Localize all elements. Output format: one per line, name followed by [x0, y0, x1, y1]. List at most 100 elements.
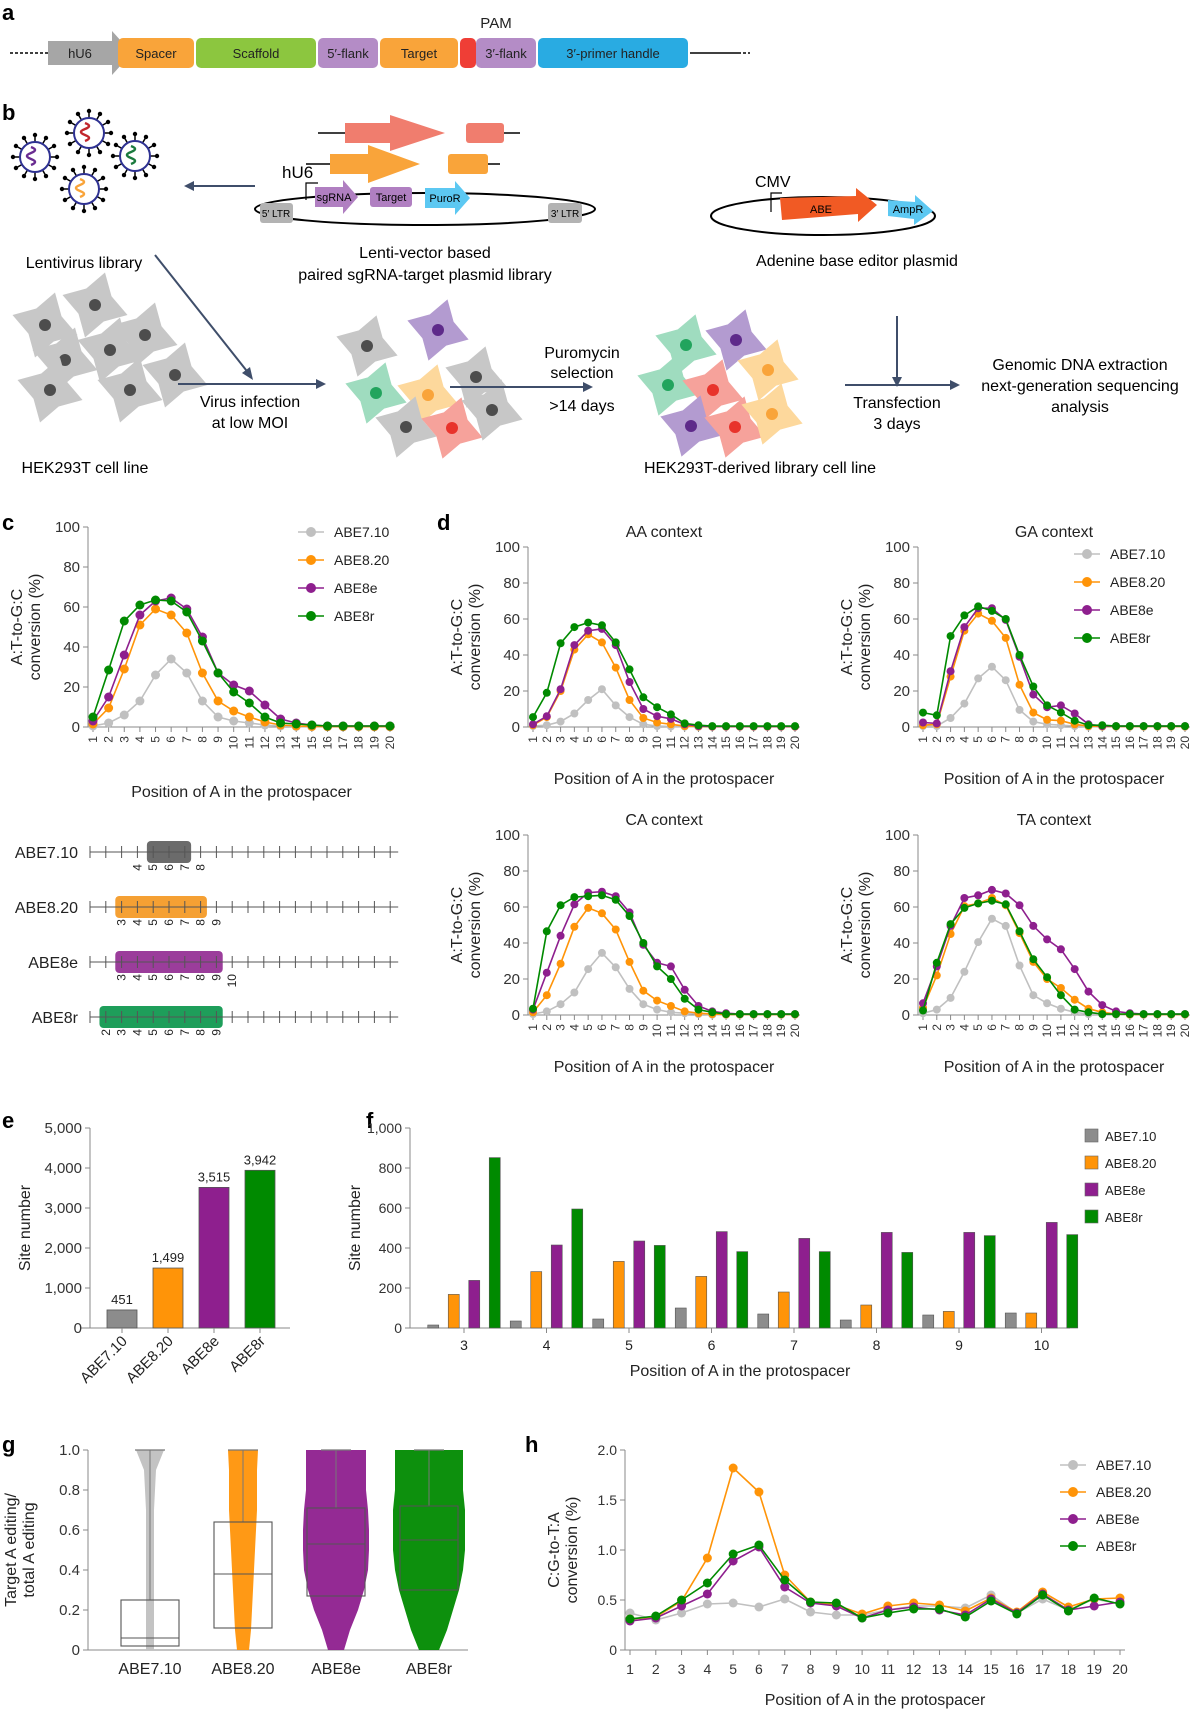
- virus-spike-tip: [43, 173, 49, 179]
- x-tick-label: 17: [336, 736, 350, 750]
- bar-abe820-pos10: [1025, 1312, 1038, 1329]
- x-tick-label: 1: [526, 1024, 540, 1031]
- bar-data-label: 451: [111, 1292, 133, 1307]
- virus-spike-tip: [92, 205, 98, 211]
- box-iqr: [120, 1599, 180, 1647]
- y-axis-label-line1: A:T-to-G:C: [449, 887, 466, 963]
- data-point-abe710: [584, 696, 593, 704]
- cell-nucleus: [370, 387, 382, 399]
- analysis-label-2: next-generation sequencing: [981, 378, 1178, 395]
- bar-abe8r-pos4: [571, 1208, 584, 1329]
- data-point-abe710: [166, 654, 176, 664]
- x-tick-label: 3: [460, 1337, 468, 1353]
- data-point-abe8r: [791, 722, 799, 731]
- virus-spike-tip: [92, 167, 98, 173]
- cell-nucleus: [139, 329, 151, 341]
- data-point-abe820: [570, 922, 579, 931]
- cell-nucleus: [422, 389, 434, 401]
- window-row-label: ABE8r: [32, 1010, 79, 1027]
- data-point-abe8r: [291, 719, 301, 729]
- data-point-abe8r: [1070, 716, 1079, 725]
- window-position-label: 9: [209, 1029, 223, 1036]
- data-point-abe8r: [1153, 1010, 1162, 1019]
- data-point-abe8r: [151, 595, 161, 605]
- data-point-abe820: [119, 664, 129, 674]
- x-tick-label: 4: [567, 736, 581, 743]
- window-position-label: 6: [162, 1029, 176, 1036]
- window-position-label: 7: [178, 1029, 192, 1036]
- cell-icon: [655, 314, 717, 376]
- data-point-abe820: [625, 696, 634, 704]
- x-tick-label: 10: [1040, 736, 1054, 750]
- data-point-abe710: [1001, 921, 1010, 930]
- virus-spike-tip: [121, 172, 127, 178]
- bar-abe8r-pos10: [1066, 1234, 1079, 1329]
- data-point-abe710: [960, 967, 969, 976]
- panel-a: a PAM hU6 Spacer Scaffold 5′-flank Target 3′…: [2, 0, 750, 75]
- y-tick-label: 600: [379, 1200, 403, 1216]
- data-point-abe8r: [354, 721, 364, 731]
- data-point-abe8e: [1089, 1601, 1099, 1611]
- data-point-abe8r: [611, 895, 620, 904]
- target-label: Target: [376, 192, 407, 204]
- segment-spacer: [118, 38, 194, 68]
- data-point-abe8e: [639, 705, 648, 713]
- lenti-vector-label-2: paired sgRNA-target plasmid library: [298, 267, 551, 284]
- data-point-abe8e: [104, 692, 114, 702]
- x-tick-label: 11: [1054, 736, 1068, 749]
- virus-spike-tip: [81, 164, 87, 170]
- data-point-abe8r: [919, 708, 927, 717]
- x-tick-label: 15: [983, 1661, 999, 1677]
- target-box-red: [466, 123, 504, 143]
- lentivirus-particles: [10, 108, 160, 214]
- window-position-label: 6: [162, 864, 176, 871]
- x-tick-label: 20: [788, 736, 802, 750]
- data-point-abe8r: [1001, 615, 1010, 623]
- legend-label: ABE8e: [1105, 1183, 1145, 1198]
- series-line-abe710: [922, 917, 1185, 1016]
- window-position-label: 4: [130, 919, 144, 926]
- x-tick-label: 5: [581, 1024, 595, 1031]
- target-box: [370, 187, 412, 207]
- cell-nucleus: [124, 384, 136, 396]
- segment-label: 3′-primer handle: [566, 46, 659, 61]
- data-point-abe8e: [625, 678, 634, 686]
- data-point-abe710: [1029, 717, 1038, 726]
- ltr5-label: 5′ LTR: [262, 209, 290, 220]
- bar-abe820-pos7: [777, 1291, 790, 1329]
- virus-spike-tip: [100, 197, 106, 203]
- bar-abe820-pos3: [447, 1294, 460, 1329]
- x-tick-label: 4: [543, 1337, 551, 1353]
- data-point-abe8e: [987, 885, 996, 894]
- bar-abe8e-pos6: [715, 1231, 728, 1329]
- y-tick-label: 100: [495, 827, 520, 844]
- x-tick-label: 10: [854, 1661, 870, 1677]
- virus-spike-tip: [81, 208, 87, 214]
- virus-spike-tip: [105, 141, 111, 147]
- sgrna-arrow-red: [345, 115, 445, 151]
- bar-abe8r-pos7: [818, 1251, 831, 1329]
- data-point-abe8r: [1012, 1609, 1022, 1619]
- data-point-abe8r: [625, 1614, 635, 1624]
- segment-5-flank: [318, 38, 378, 68]
- virus-spike-tip: [70, 167, 76, 173]
- x-tick-label: 13: [691, 736, 705, 750]
- series-line-abe710: [532, 951, 795, 1016]
- data-point-abe820: [1001, 633, 1010, 642]
- data-point-abe8e: [570, 641, 579, 650]
- data-point-abe8e: [135, 610, 145, 620]
- y-tick-label: 400: [379, 1240, 403, 1256]
- data-point-abe8e: [1056, 701, 1065, 710]
- data-point-abe8r: [597, 891, 606, 900]
- data-point-abe710: [625, 984, 634, 993]
- data-point-abe8r: [338, 721, 348, 731]
- data-point-abe8r: [1038, 1590, 1048, 1600]
- data-point-abe8r: [749, 722, 758, 731]
- box-iqr: [399, 1505, 459, 1591]
- data-point-abe710: [556, 717, 565, 726]
- lenti-vector-label-1: Lenti-vector based: [359, 245, 491, 262]
- data-point-abe8r: [529, 1004, 537, 1013]
- y-tick-label: 0: [72, 719, 80, 736]
